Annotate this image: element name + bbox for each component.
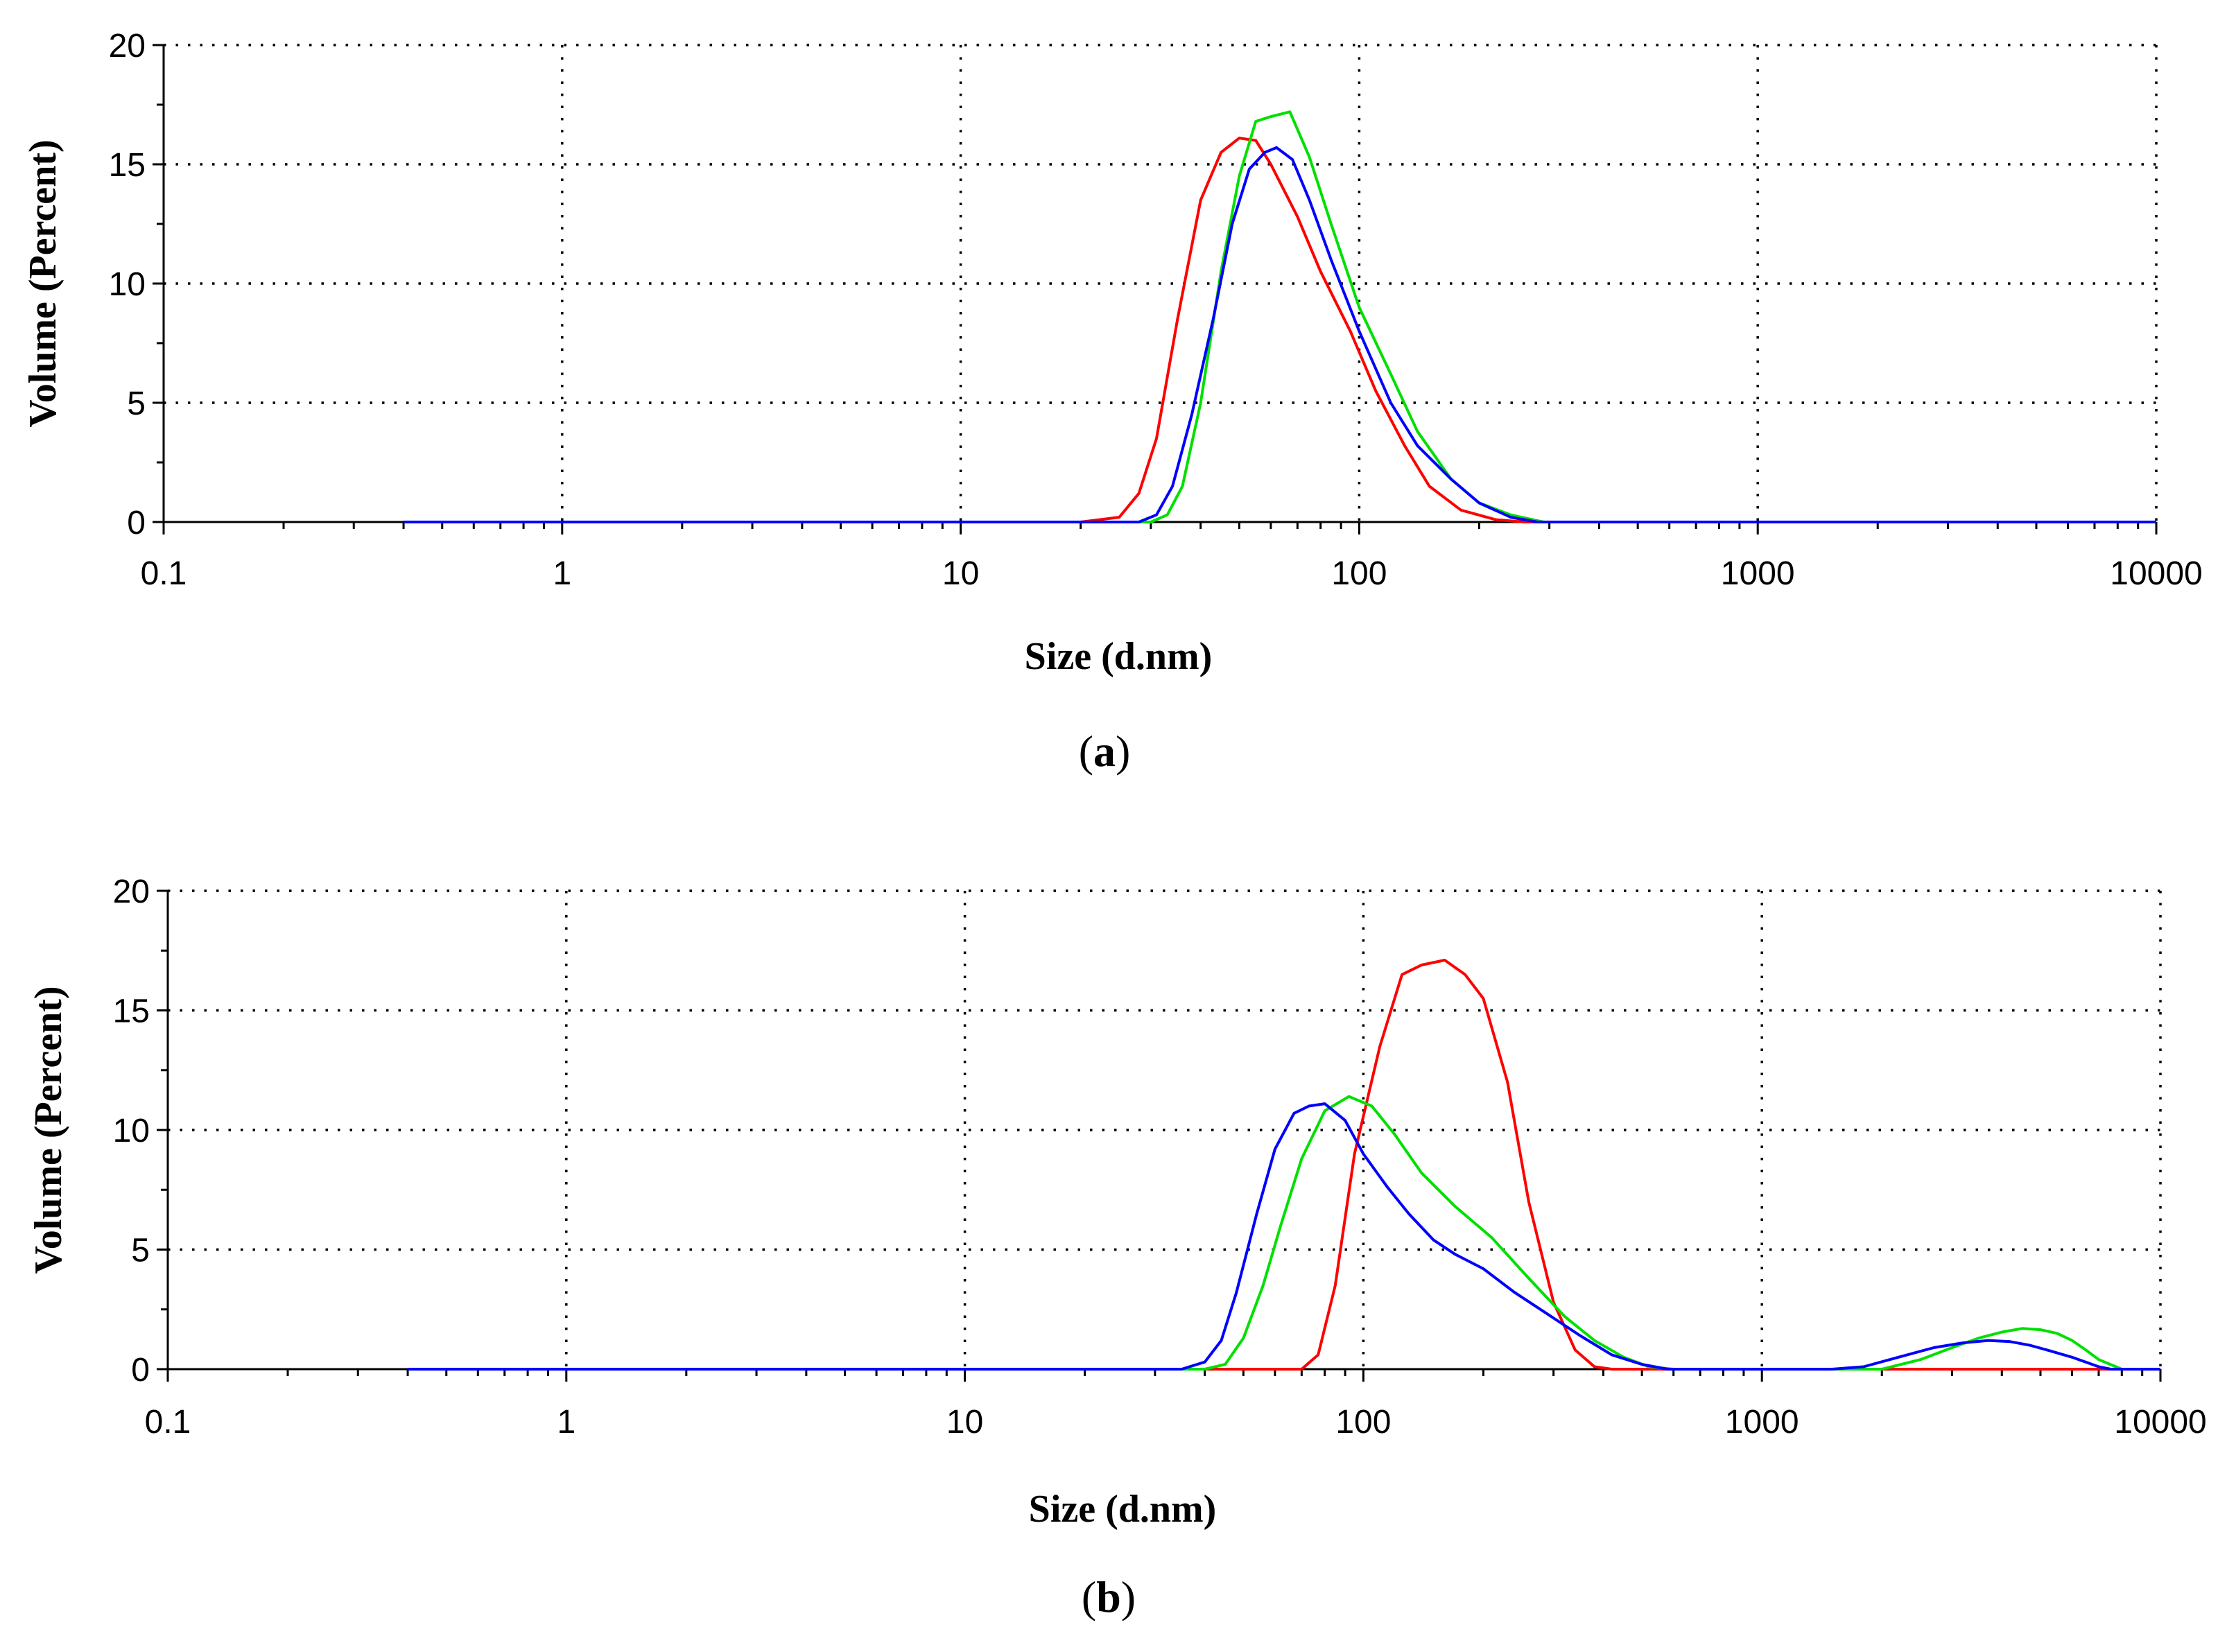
series-line-3	[404, 146, 2156, 523]
x-axis-title: Size (d.nm)	[1025, 635, 1213, 678]
chart-panel-b: 0 5 10 15 20 0.1 1 10 100 1000 10000 Size (d.nm) Vol…	[27, 873, 2207, 1621]
y-tick-label: 5	[127, 385, 146, 422]
y-axis-title: Volume (Percent)	[27, 986, 70, 1273]
series-line-2	[404, 110, 2156, 523]
series-line-3	[408, 1102, 2160, 1371]
panel-label-open-paren: (	[1079, 727, 1093, 776]
y-tick-label: 0	[131, 1352, 150, 1389]
y-tick-label: 20	[113, 873, 150, 910]
series-line-1	[408, 959, 2160, 1371]
panel-label-open-paren: (	[1082, 1572, 1096, 1621]
y-tick-label: 0	[127, 505, 146, 541]
chart-panel-a: 0 5 10 15 20 0.1 1 10 100 1000 10000 Size (d.nm) Vol…	[21, 28, 2203, 776]
x-tick-label: 10000	[2114, 1404, 2206, 1441]
y-axis-title: Volume (Percent)	[21, 139, 64, 427]
x-tick-label: 1	[553, 555, 571, 592]
x-tick-label: 1000	[1725, 1404, 1799, 1441]
x-tick-label: 100	[1335, 1404, 1391, 1441]
y-tick-label: 15	[109, 147, 146, 184]
panel-label-close-paren: )	[1116, 727, 1130, 776]
panel-label-letter: a	[1093, 727, 1116, 776]
x-tick-label: 0.1	[141, 555, 187, 592]
series-line-1	[404, 137, 2156, 523]
y-tick-label: 20	[109, 28, 146, 64]
panel-label: (a)	[1079, 727, 1131, 776]
x-tick-label: 10	[946, 1404, 983, 1441]
x-tick-label: 10	[942, 555, 979, 592]
x-axis-title: Size (d.nm)	[1029, 1488, 1217, 1531]
panel-label-letter: b	[1096, 1572, 1121, 1621]
y-tick-label: 5	[131, 1233, 150, 1269]
x-tick-label: 100	[1331, 555, 1387, 592]
x-tick-label: 0.1	[145, 1404, 191, 1441]
y-tick-label: 10	[113, 1113, 150, 1149]
panel-label: (b)	[1082, 1572, 1136, 1621]
y-tick-label: 15	[113, 993, 150, 1030]
panel-label-close-paren: )	[1121, 1572, 1136, 1621]
x-tick-label: 1	[557, 1404, 575, 1441]
y-tick-label: 10	[109, 266, 146, 303]
series-line-2	[408, 1095, 2160, 1371]
x-tick-label: 10000	[2110, 555, 2202, 592]
x-tick-label: 1000	[1721, 555, 1795, 592]
